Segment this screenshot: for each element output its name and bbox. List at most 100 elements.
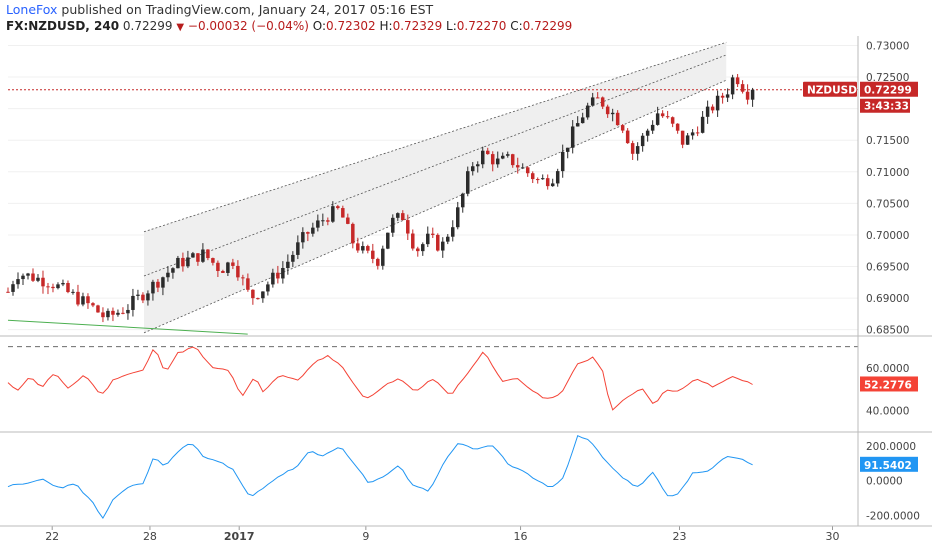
candle[interactable]: [86, 293, 90, 309]
candle[interactable]: [256, 297, 260, 300]
candle[interactable]: [530, 171, 535, 184]
candle[interactable]: [101, 307, 105, 323]
candle[interactable]: [585, 102, 590, 120]
candle[interactable]: [91, 302, 95, 308]
candle[interactable]: [71, 289, 75, 295]
candle[interactable]: [525, 166, 530, 177]
candle[interactable]: [296, 235, 300, 260]
candle[interactable]: [401, 210, 405, 221]
candle[interactable]: [710, 104, 715, 114]
candle[interactable]: [376, 257, 380, 270]
candle[interactable]: [126, 304, 130, 320]
candle[interactable]: [560, 144, 565, 178]
candle[interactable]: [610, 108, 615, 122]
candle[interactable]: [26, 272, 30, 280]
candle[interactable]: [146, 290, 150, 306]
candle[interactable]: [520, 163, 525, 169]
candle[interactable]: [575, 116, 580, 127]
candle[interactable]: [216, 260, 220, 277]
candle[interactable]: [131, 288, 135, 317]
candle[interactable]: [61, 279, 65, 287]
candle[interactable]: [421, 242, 425, 256]
candle[interactable]: [161, 276, 165, 296]
candle[interactable]: [236, 260, 240, 281]
symbol-title[interactable]: FX:NZDUSD, 240: [6, 19, 120, 33]
candle[interactable]: [665, 110, 670, 119]
candle[interactable]: [221, 269, 225, 273]
candle[interactable]: [640, 133, 645, 152]
rsi-line[interactable]: [7, 346, 753, 411]
price-pane[interactable]: 0.730000.725000.720000.715000.710000.705…: [6, 40, 918, 337]
candle[interactable]: [615, 110, 620, 126]
candle[interactable]: [341, 205, 345, 218]
candle[interactable]: [306, 231, 310, 242]
candle[interactable]: [490, 151, 495, 172]
candle[interactable]: [595, 92, 600, 99]
candle[interactable]: [471, 162, 475, 176]
candle[interactable]: [326, 217, 330, 226]
candle[interactable]: [206, 249, 210, 261]
candle[interactable]: [391, 214, 395, 237]
candle[interactable]: [715, 90, 720, 117]
candle[interactable]: [151, 279, 155, 301]
candle[interactable]: [580, 112, 585, 124]
candle[interactable]: [386, 232, 390, 250]
price-tag[interactable]: [860, 81, 918, 97]
candle[interactable]: [545, 174, 550, 190]
cci-line[interactable]: [7, 435, 753, 520]
candle[interactable]: [261, 291, 265, 303]
candle[interactable]: [466, 166, 470, 197]
candle[interactable]: [271, 268, 275, 288]
candle[interactable]: [416, 246, 420, 257]
candle[interactable]: [41, 270, 45, 294]
candle[interactable]: [96, 304, 100, 313]
candle[interactable]: [181, 252, 185, 272]
candle[interactable]: [720, 92, 725, 104]
candle[interactable]: [176, 255, 180, 269]
candle[interactable]: [690, 129, 695, 140]
candle[interactable]: [336, 204, 340, 210]
candle[interactable]: [685, 133, 690, 145]
candle[interactable]: [740, 80, 745, 94]
candle[interactable]: [630, 140, 635, 160]
candle[interactable]: [266, 281, 270, 296]
candle[interactable]: [406, 214, 410, 240]
candle[interactable]: [495, 151, 500, 168]
candle[interactable]: [246, 273, 250, 292]
candle[interactable]: [396, 212, 400, 221]
candle[interactable]: [446, 234, 450, 245]
candle[interactable]: [635, 142, 640, 161]
candle[interactable]: [700, 111, 705, 134]
candle[interactable]: [11, 280, 15, 296]
candle[interactable]: [461, 192, 465, 213]
candle[interactable]: [201, 243, 205, 263]
rsi-pane[interactable]: 60.0000 40.0000 52.2776: [7, 346, 918, 433]
candle[interactable]: [356, 237, 360, 253]
candle[interactable]: [31, 268, 35, 282]
support-trendline[interactable]: [7, 319, 248, 335]
candle[interactable]: [620, 124, 625, 134]
candle[interactable]: [46, 282, 50, 295]
candle[interactable]: [171, 267, 175, 279]
candle[interactable]: [730, 74, 735, 100]
candle[interactable]: [56, 282, 60, 290]
candle[interactable]: [645, 128, 650, 142]
candle[interactable]: [515, 157, 520, 174]
candle[interactable]: [735, 74, 740, 88]
candle[interactable]: [505, 151, 510, 158]
candle[interactable]: [156, 279, 160, 293]
candle[interactable]: [426, 226, 430, 248]
candle[interactable]: [111, 307, 115, 322]
candle[interactable]: [231, 258, 235, 270]
candle[interactable]: [351, 222, 355, 249]
candle[interactable]: [456, 201, 460, 230]
candle[interactable]: [540, 174, 545, 180]
candle[interactable]: [51, 283, 55, 293]
candle[interactable]: [451, 220, 455, 242]
candle[interactable]: [211, 257, 215, 266]
candle[interactable]: [76, 284, 80, 307]
candle[interactable]: [431, 227, 435, 239]
candle[interactable]: [475, 161, 480, 173]
candle[interactable]: [590, 92, 595, 107]
